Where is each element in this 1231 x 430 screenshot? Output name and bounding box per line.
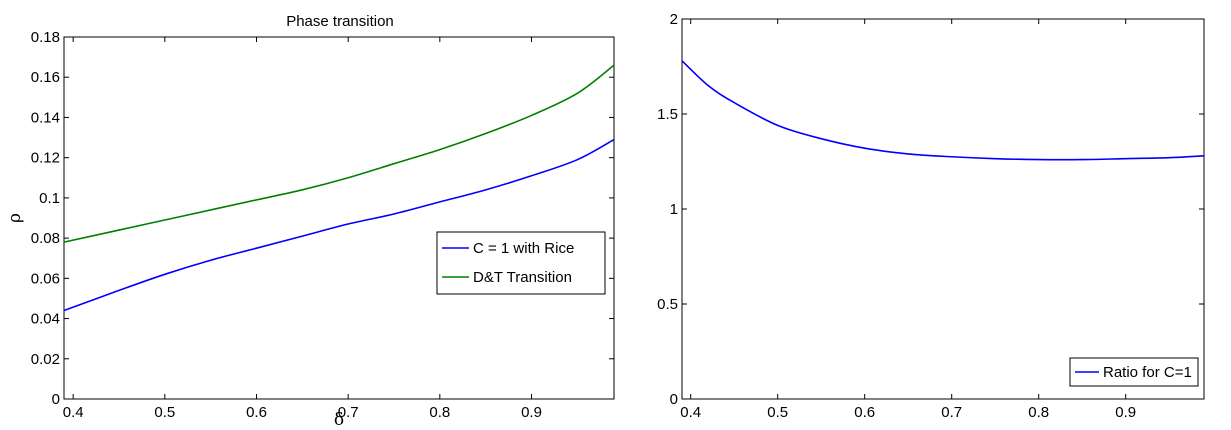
axis-ticks: 0.4 0.5 0.6 0.7 0.8 0.9 0 0.02 0.04 0.06 0.08 0.1 0.…	[31, 29, 614, 421]
y-tick-label: 0.08	[31, 230, 60, 247]
y-tick-label: 0	[52, 391, 60, 408]
legend-label-rice: C = 1 with Rice	[473, 240, 574, 257]
y-tick-label: 0.04	[31, 311, 60, 328]
series-line-0	[63, 138, 615, 312]
y-tick-label: 0.18	[31, 29, 60, 46]
x-tick-label: 0.9	[1115, 404, 1136, 421]
legend: C = 1 with Rice D&T Transition	[436, 231, 606, 295]
series-line-1	[63, 64, 615, 243]
legend: Ratio for C=1	[1069, 357, 1199, 387]
y-tick-label: 1	[670, 201, 678, 218]
x-tick-label: 0.7	[941, 404, 962, 421]
x-axis-label: δ	[334, 410, 344, 430]
axis-ticks: 0.4 0.5 0.6 0.7 0.8 0.9 0 0.5 1 1.5 2	[657, 11, 1204, 421]
y-tick-label: 1.5	[657, 106, 678, 123]
ratio-chart: 0.4 0.5 0.6 0.7 0.8 0.9 0 0.5 1 1.5 2 Ratio for C=…	[657, 11, 1205, 421]
chart-title: Phase transition	[286, 13, 394, 30]
y-tick-label: 0.16	[31, 69, 60, 86]
y-tick-label: 0.5	[657, 296, 678, 313]
y-tick-label: 0.12	[31, 150, 60, 167]
x-tick-label: 0.8	[1028, 404, 1049, 421]
plot-area	[681, 18, 1205, 400]
x-tick-label: 0.6	[854, 404, 875, 421]
legend-box	[436, 231, 606, 295]
y-tick-label: 0.14	[31, 109, 60, 126]
y-tick-label: 0	[670, 391, 678, 408]
x-tick-label: 0.9	[521, 404, 542, 421]
plot-area	[63, 36, 615, 400]
x-tick-label: 0.7	[338, 404, 359, 421]
x-tick-label: 0.6	[246, 404, 267, 421]
y-axis-label: ρ	[5, 213, 25, 223]
x-tick-label: 0.5	[154, 404, 175, 421]
series-lines	[681, 60, 1205, 161]
phase-transition-chart: Phase transition 0.4 0.5 0.6 0.7 0.8 0.9 0 0.02…	[5, 13, 615, 430]
x-tick-label: 0.4	[680, 404, 701, 421]
x-tick-label: 0.8	[429, 404, 450, 421]
x-tick-label: 0.4	[63, 404, 84, 421]
y-tick-label: 0.06	[31, 270, 60, 287]
series-lines	[63, 64, 615, 312]
legend-label-dt: D&T Transition	[473, 269, 572, 286]
y-tick-label: 2	[670, 11, 678, 28]
legend-label-ratio: Ratio for C=1	[1103, 364, 1192, 381]
y-tick-label: 0.1	[39, 190, 60, 207]
x-tick-label: 0.5	[767, 404, 788, 421]
y-tick-label: 0.02	[31, 351, 60, 368]
series-line-0	[681, 60, 1205, 161]
